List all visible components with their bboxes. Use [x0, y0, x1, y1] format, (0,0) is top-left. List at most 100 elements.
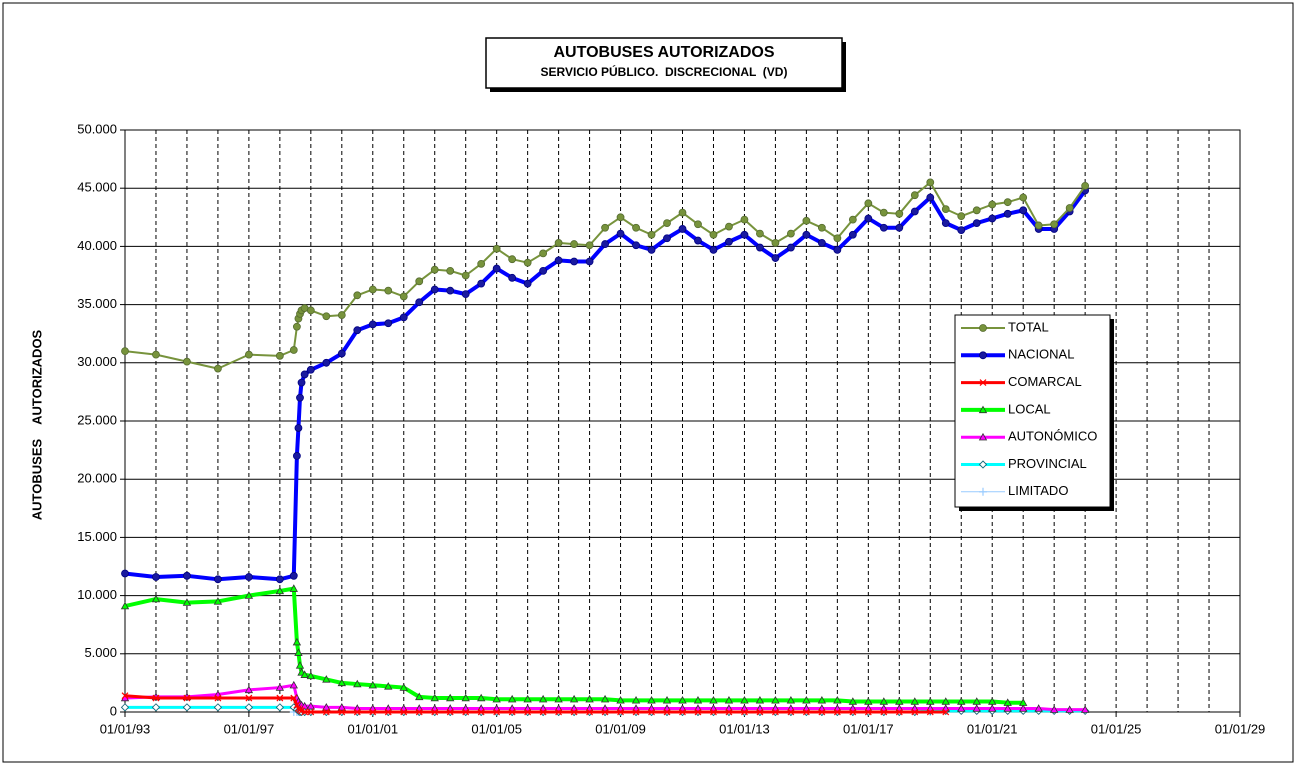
point — [972, 219, 981, 228]
point — [895, 209, 904, 218]
point — [988, 214, 997, 223]
point — [1034, 704, 1043, 712]
x-tick-label: 01/01/25 — [1091, 721, 1142, 736]
point — [787, 708, 795, 716]
point — [1049, 705, 1059, 713]
point — [941, 697, 950, 705]
point — [1065, 705, 1074, 713]
y-tick-label: 25.000 — [77, 412, 117, 427]
point — [400, 708, 408, 716]
y-tick-label: 0 — [110, 703, 117, 718]
point — [741, 708, 748, 716]
point — [508, 708, 516, 716]
point — [972, 697, 981, 705]
point — [461, 290, 470, 299]
legend-marker — [979, 324, 987, 332]
point — [631, 696, 641, 704]
point — [848, 697, 858, 705]
point — [1080, 705, 1090, 713]
point — [802, 216, 811, 225]
point — [1019, 698, 1028, 706]
point — [292, 637, 302, 646]
point — [647, 230, 656, 239]
point — [632, 241, 640, 250]
point — [275, 351, 284, 360]
point — [616, 213, 625, 222]
chart-subtitle: SERVICIO PÚBLICO. DISCRECIONAL (VD) — [541, 64, 788, 79]
point — [297, 378, 306, 387]
point — [292, 322, 301, 331]
point — [276, 694, 284, 702]
legend-label: TOTAL — [1008, 319, 1049, 334]
point — [306, 365, 315, 374]
point — [152, 573, 160, 581]
point — [663, 234, 671, 243]
point — [300, 370, 309, 379]
point — [679, 708, 686, 716]
point — [337, 311, 346, 319]
legend-label: AUTONÓMICO — [1008, 429, 1097, 444]
point — [957, 704, 966, 712]
point — [926, 708, 934, 716]
point — [709, 245, 718, 254]
point — [183, 571, 191, 580]
point — [539, 708, 547, 716]
point — [121, 347, 129, 356]
point — [570, 240, 578, 248]
x-tick-label: 01/01/29 — [1215, 721, 1266, 736]
point — [415, 298, 424, 307]
legend-marker — [978, 432, 988, 441]
point — [244, 685, 254, 694]
point — [415, 692, 424, 701]
point — [942, 708, 950, 716]
point — [289, 584, 298, 592]
x-tick-label: 01/01/97 — [224, 721, 275, 736]
x-tick-label: 01/01/13 — [719, 721, 770, 736]
point — [477, 259, 486, 268]
point — [399, 683, 408, 691]
point — [301, 708, 309, 716]
point — [585, 694, 594, 703]
point — [740, 215, 749, 224]
point — [833, 708, 841, 716]
point — [508, 255, 517, 264]
point — [292, 452, 301, 460]
point — [322, 708, 330, 716]
legend-marker — [979, 379, 987, 387]
point — [926, 178, 935, 187]
point — [275, 586, 285, 595]
point — [214, 575, 222, 584]
point — [322, 312, 331, 321]
point — [864, 708, 872, 716]
point — [289, 571, 298, 580]
point — [988, 200, 997, 209]
point — [1003, 198, 1012, 207]
x-tick-label: 01/01/93 — [100, 721, 151, 736]
point — [294, 648, 303, 656]
point — [337, 703, 346, 711]
point — [384, 319, 393, 328]
y-tick-label: 35.000 — [77, 296, 117, 311]
point — [523, 694, 532, 703]
legend-marker — [979, 487, 987, 496]
point — [833, 234, 842, 243]
point — [941, 219, 950, 228]
point — [353, 708, 361, 716]
point — [569, 694, 579, 703]
point — [740, 696, 749, 704]
point — [585, 257, 594, 266]
y-tick-label: 10.000 — [77, 587, 117, 602]
point — [399, 313, 408, 322]
point — [586, 708, 594, 716]
point — [570, 257, 578, 266]
point — [415, 708, 423, 716]
point — [555, 708, 563, 716]
point — [756, 243, 764, 252]
point — [647, 245, 656, 254]
x-tick-label: 01/01/17 — [843, 721, 894, 736]
point — [322, 703, 331, 711]
point — [787, 229, 795, 238]
point — [802, 230, 811, 239]
point — [694, 708, 702, 716]
point — [972, 704, 981, 712]
